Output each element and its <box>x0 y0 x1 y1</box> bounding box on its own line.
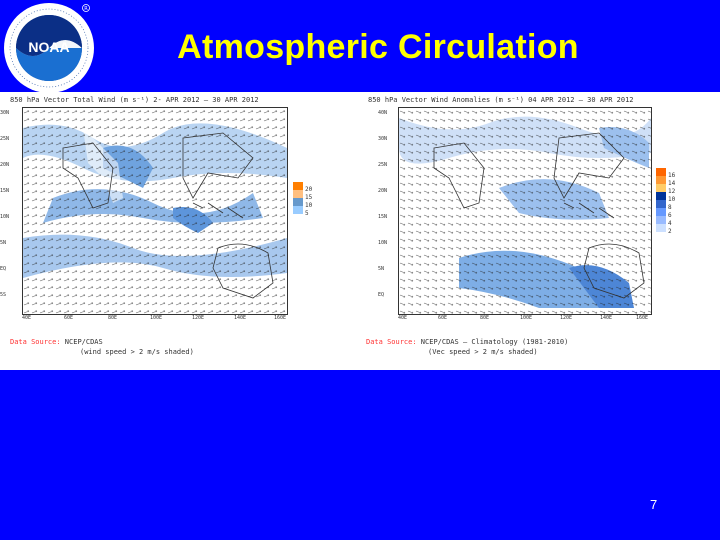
right-map-title: 850 hPa Vector Wind Anomalies (m s⁻¹) 04… <box>368 96 634 104</box>
right-color-legend: 16 14 12 10 8 6 4 2 <box>656 168 675 235</box>
right-data-source: Data Source: NCEP/CDAS — Climatology (19… <box>366 338 569 346</box>
svg-text:R: R <box>84 6 88 12</box>
right-source-note: (Vec speed > 2 m/s shaded) <box>428 348 538 356</box>
logo-text: NOAA <box>28 39 69 55</box>
right-wind-map <box>398 107 652 315</box>
left-wind-map <box>22 107 288 315</box>
right-wind-anomaly-panel: 850 hPa Vector Wind Anomalies (m s⁻¹) 04… <box>358 92 720 370</box>
left-map-title: 850 hPa Vector Total Wind (m s⁻¹) 2- APR… <box>10 96 259 104</box>
left-source-note: (wind speed > 2 m/s shaded) <box>80 348 194 356</box>
page-number: 7 <box>650 497 658 512</box>
right-lat-axis: 40N 30N 25N 20N 15N 10N 5N EQ <box>378 110 388 298</box>
left-data-source: Data Source: NCEP/CDAS <box>10 338 103 346</box>
registered-mark-icon: R <box>82 4 90 12</box>
left-color-legend: 20 15 10 5 <box>293 182 312 217</box>
left-wind-panel: 850 hPa Vector Total Wind (m s⁻¹) 2- APR… <box>0 92 358 370</box>
left-lat-axis: 30N 25N 20N 15N 10N 5N EQ 5S <box>0 110 10 298</box>
noaa-logo: NOAA <box>4 3 94 93</box>
slide-title: Atmospheric Circulation <box>177 28 579 66</box>
